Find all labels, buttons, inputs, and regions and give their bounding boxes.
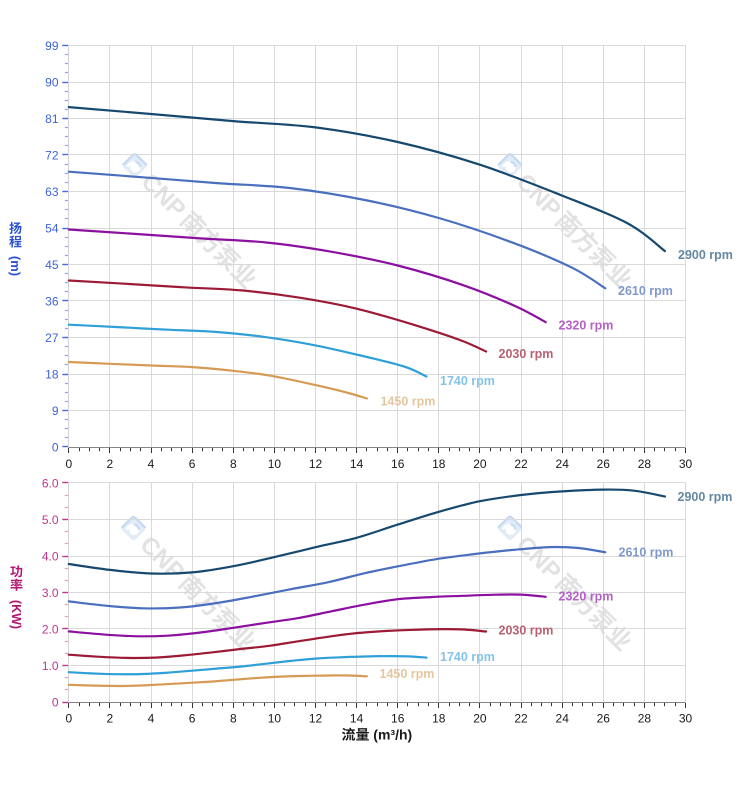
svg-text:30: 30 — [679, 711, 693, 725]
svg-text:20: 20 — [473, 711, 487, 725]
svg-text:4.0: 4.0 — [42, 549, 59, 563]
svg-text:81: 81 — [45, 112, 59, 126]
svg-text:0: 0 — [65, 711, 72, 725]
svg-text:2320 rpm: 2320 rpm — [559, 589, 614, 603]
svg-text:16: 16 — [391, 457, 405, 471]
svg-text:45: 45 — [45, 258, 59, 272]
svg-text:4: 4 — [148, 457, 155, 471]
svg-text:2900 rpm: 2900 rpm — [678, 490, 733, 504]
svg-text:10: 10 — [268, 711, 282, 725]
svg-text:1450 rpm: 1450 rpm — [381, 394, 436, 408]
svg-text:(KW): (KW) — [9, 600, 23, 629]
svg-text:2030 rpm: 2030 rpm — [499, 623, 554, 637]
svg-text:36: 36 — [45, 294, 59, 308]
svg-text:28: 28 — [638, 711, 652, 725]
svg-text:6: 6 — [189, 711, 196, 725]
svg-text:8: 8 — [230, 457, 237, 471]
svg-text:9: 9 — [52, 404, 59, 418]
svg-text:2610 rpm: 2610 rpm — [618, 284, 673, 298]
svg-text:18: 18 — [432, 457, 446, 471]
svg-text:22: 22 — [514, 457, 528, 471]
svg-text:12: 12 — [309, 457, 323, 471]
svg-text:12: 12 — [309, 711, 323, 725]
svg-text:99: 99 — [45, 39, 59, 53]
svg-text:0: 0 — [52, 695, 59, 709]
svg-text:(m): (m) — [8, 256, 23, 276]
svg-text:20: 20 — [473, 457, 487, 471]
svg-text:1450 rpm: 1450 rpm — [380, 667, 435, 681]
svg-text:90: 90 — [45, 75, 59, 89]
svg-text:1740 rpm: 1740 rpm — [440, 650, 495, 664]
svg-text:5.0: 5.0 — [42, 513, 59, 527]
svg-text:3.0: 3.0 — [42, 586, 59, 600]
svg-text:27: 27 — [45, 331, 59, 345]
svg-text:0: 0 — [52, 440, 59, 454]
svg-text:26: 26 — [597, 711, 611, 725]
svg-text:16: 16 — [391, 711, 405, 725]
svg-text:1740 rpm: 1740 rpm — [440, 374, 495, 388]
svg-text:18: 18 — [432, 711, 446, 725]
svg-text:26: 26 — [597, 457, 611, 471]
svg-text:8: 8 — [230, 711, 237, 725]
svg-text:6.0: 6.0 — [42, 476, 59, 490]
svg-text:24: 24 — [556, 711, 570, 725]
svg-text:2900 rpm: 2900 rpm — [678, 248, 733, 262]
svg-text:2: 2 — [107, 457, 114, 471]
svg-text:4: 4 — [148, 711, 155, 725]
svg-text:14: 14 — [350, 711, 364, 725]
svg-text:0: 0 — [65, 457, 72, 471]
svg-text:2: 2 — [107, 711, 114, 725]
svg-text:30: 30 — [679, 457, 693, 471]
svg-text:14: 14 — [350, 457, 364, 471]
svg-text:54: 54 — [45, 221, 59, 235]
svg-text:6: 6 — [189, 457, 196, 471]
svg-text:(m³/h): (m³/h) — [373, 727, 412, 743]
svg-text:2320 rpm: 2320 rpm — [559, 318, 614, 332]
svg-text:24: 24 — [556, 457, 570, 471]
svg-text:22: 22 — [514, 711, 528, 725]
svg-text:1.0: 1.0 — [42, 659, 59, 673]
svg-text:18: 18 — [45, 367, 59, 381]
svg-text:2.0: 2.0 — [42, 622, 59, 636]
svg-text:2610 rpm: 2610 rpm — [619, 545, 674, 559]
svg-text:72: 72 — [45, 148, 59, 162]
svg-text:28: 28 — [638, 457, 652, 471]
svg-text:63: 63 — [45, 185, 59, 199]
svg-text:2030 rpm: 2030 rpm — [499, 347, 554, 361]
svg-text:10: 10 — [268, 457, 282, 471]
